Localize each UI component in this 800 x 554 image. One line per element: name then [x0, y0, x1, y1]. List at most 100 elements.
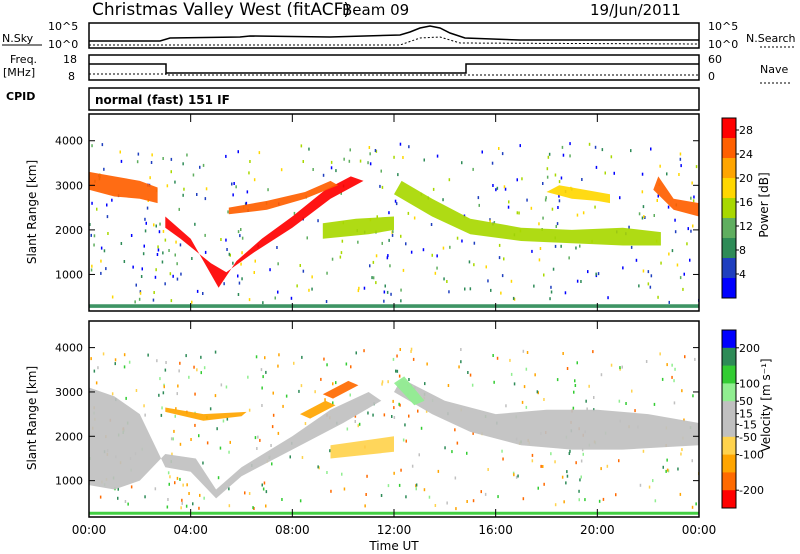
- speckle-cell: [554, 244, 557, 248]
- speckle-cell: [413, 216, 416, 220]
- colorbar-swatch: [722, 198, 736, 219]
- speckle-cell: [503, 257, 505, 261]
- speckle-cell: [662, 465, 664, 469]
- power-plot: [89, 142, 699, 308]
- x-tick-label: 00:00: [682, 523, 717, 537]
- speckle-cell: [601, 148, 604, 152]
- speckle-cell: [124, 500, 127, 503]
- speckle-cell: [674, 218, 676, 222]
- colorbar-swatch: [722, 490, 736, 509]
- speckle-cell: [683, 418, 685, 422]
- speckle-cell: [400, 468, 402, 472]
- speckle-cell: [358, 422, 361, 426]
- speckle-cell: [602, 497, 605, 501]
- speckle-cell: [689, 258, 691, 262]
- speckle-cell: [144, 217, 146, 221]
- colorbar-tick-label: 50: [739, 395, 753, 408]
- speckle-cell: [538, 258, 541, 262]
- speckle-cell: [222, 419, 225, 423]
- speckle-cell: [299, 264, 301, 267]
- speckle-cell: [542, 465, 544, 468]
- speckle-cell: [638, 284, 640, 288]
- speckle-cell: [225, 154, 227, 158]
- y-tick-label: 4000: [55, 135, 83, 148]
- speckle-cell: [91, 144, 93, 148]
- speckle-cell: [182, 162, 184, 166]
- speckle-cell: [265, 490, 268, 494]
- speckle-cell: [299, 499, 302, 503]
- speckle-cell: [568, 452, 571, 455]
- speckle-cell: [300, 144, 303, 148]
- speckle-cell: [442, 246, 445, 250]
- speckle-cell: [162, 251, 164, 255]
- speckle-cell: [566, 367, 569, 370]
- speckle-cell: [277, 290, 279, 294]
- speckle-cell: [157, 245, 159, 249]
- speckle-cell: [354, 420, 356, 423]
- speckle-cell: [660, 261, 662, 265]
- speckle-cell: [386, 290, 389, 294]
- colorbar-swatch: [722, 138, 736, 159]
- speckle-cell: [530, 206, 533, 210]
- x-axis-title: Time UT: [368, 539, 419, 553]
- speckle-cell: [673, 401, 676, 405]
- speckle-cell: [519, 144, 521, 148]
- speckle-cell: [396, 354, 398, 358]
- x-tick-label: 12:00: [377, 523, 412, 537]
- speckle-cell: [516, 211, 519, 215]
- speckle-cell: [415, 484, 417, 488]
- speckle-cell: [410, 250, 413, 254]
- speckle-cell: [169, 475, 171, 479]
- speckle-cell: [575, 461, 577, 465]
- speckle-cell: [673, 379, 675, 383]
- speckle-cell: [456, 441, 459, 445]
- speckle-cell: [374, 149, 377, 152]
- speckle-cell: [560, 176, 563, 180]
- speckle-cell: [91, 264, 93, 268]
- speckle-cell: [538, 222, 540, 226]
- speckle-cell: [317, 465, 319, 469]
- speckle-cell: [399, 403, 401, 407]
- speckle-cell: [375, 149, 378, 153]
- speckle-cell: [686, 242, 688, 246]
- speckle-cell: [354, 414, 357, 418]
- speckle-cell: [153, 291, 155, 294]
- speckle-cell: [387, 380, 389, 384]
- speckle-cell: [141, 267, 143, 271]
- colorbar-swatch: [722, 178, 736, 199]
- speckle-cell: [581, 178, 583, 181]
- speckle-cell: [330, 166, 333, 170]
- speckle-cell: [150, 161, 153, 164]
- speckle-cell: [495, 188, 497, 192]
- speckle-cell: [280, 168, 283, 172]
- speckle-cell: [517, 474, 519, 478]
- speckle-cell: [415, 487, 417, 491]
- speckle-cell: [560, 244, 562, 248]
- speckle-cell: [460, 348, 462, 351]
- speckle-cell: [138, 297, 141, 301]
- speckle-cell: [219, 446, 222, 450]
- speckle-cell: [330, 160, 333, 164]
- speckle-cell: [447, 384, 450, 387]
- speckle-cell: [349, 393, 351, 397]
- speckle-cell: [357, 240, 359, 244]
- speckle-cell: [533, 284, 535, 288]
- speckle-cell: [391, 233, 394, 237]
- speckle-cell: [610, 363, 613, 367]
- speckle-cell: [120, 159, 123, 163]
- speckle-cell: [261, 386, 263, 390]
- speckle-cell: [161, 260, 164, 264]
- speckle-cell: [464, 287, 466, 291]
- speckle-cell: [647, 282, 650, 286]
- speckle-cell: [176, 392, 178, 396]
- speckle-cell: [522, 349, 525, 353]
- speckle-cell: [649, 285, 652, 289]
- speckle-cell: [228, 487, 230, 491]
- speckle-cell: [100, 259, 102, 263]
- speckle-cell: [550, 452, 552, 456]
- speckle-cell: [509, 358, 511, 362]
- speckle-cell: [119, 150, 121, 154]
- speckle-cell: [384, 284, 386, 288]
- speckle-cell: [323, 357, 325, 361]
- colorbar-frame: [721, 329, 737, 509]
